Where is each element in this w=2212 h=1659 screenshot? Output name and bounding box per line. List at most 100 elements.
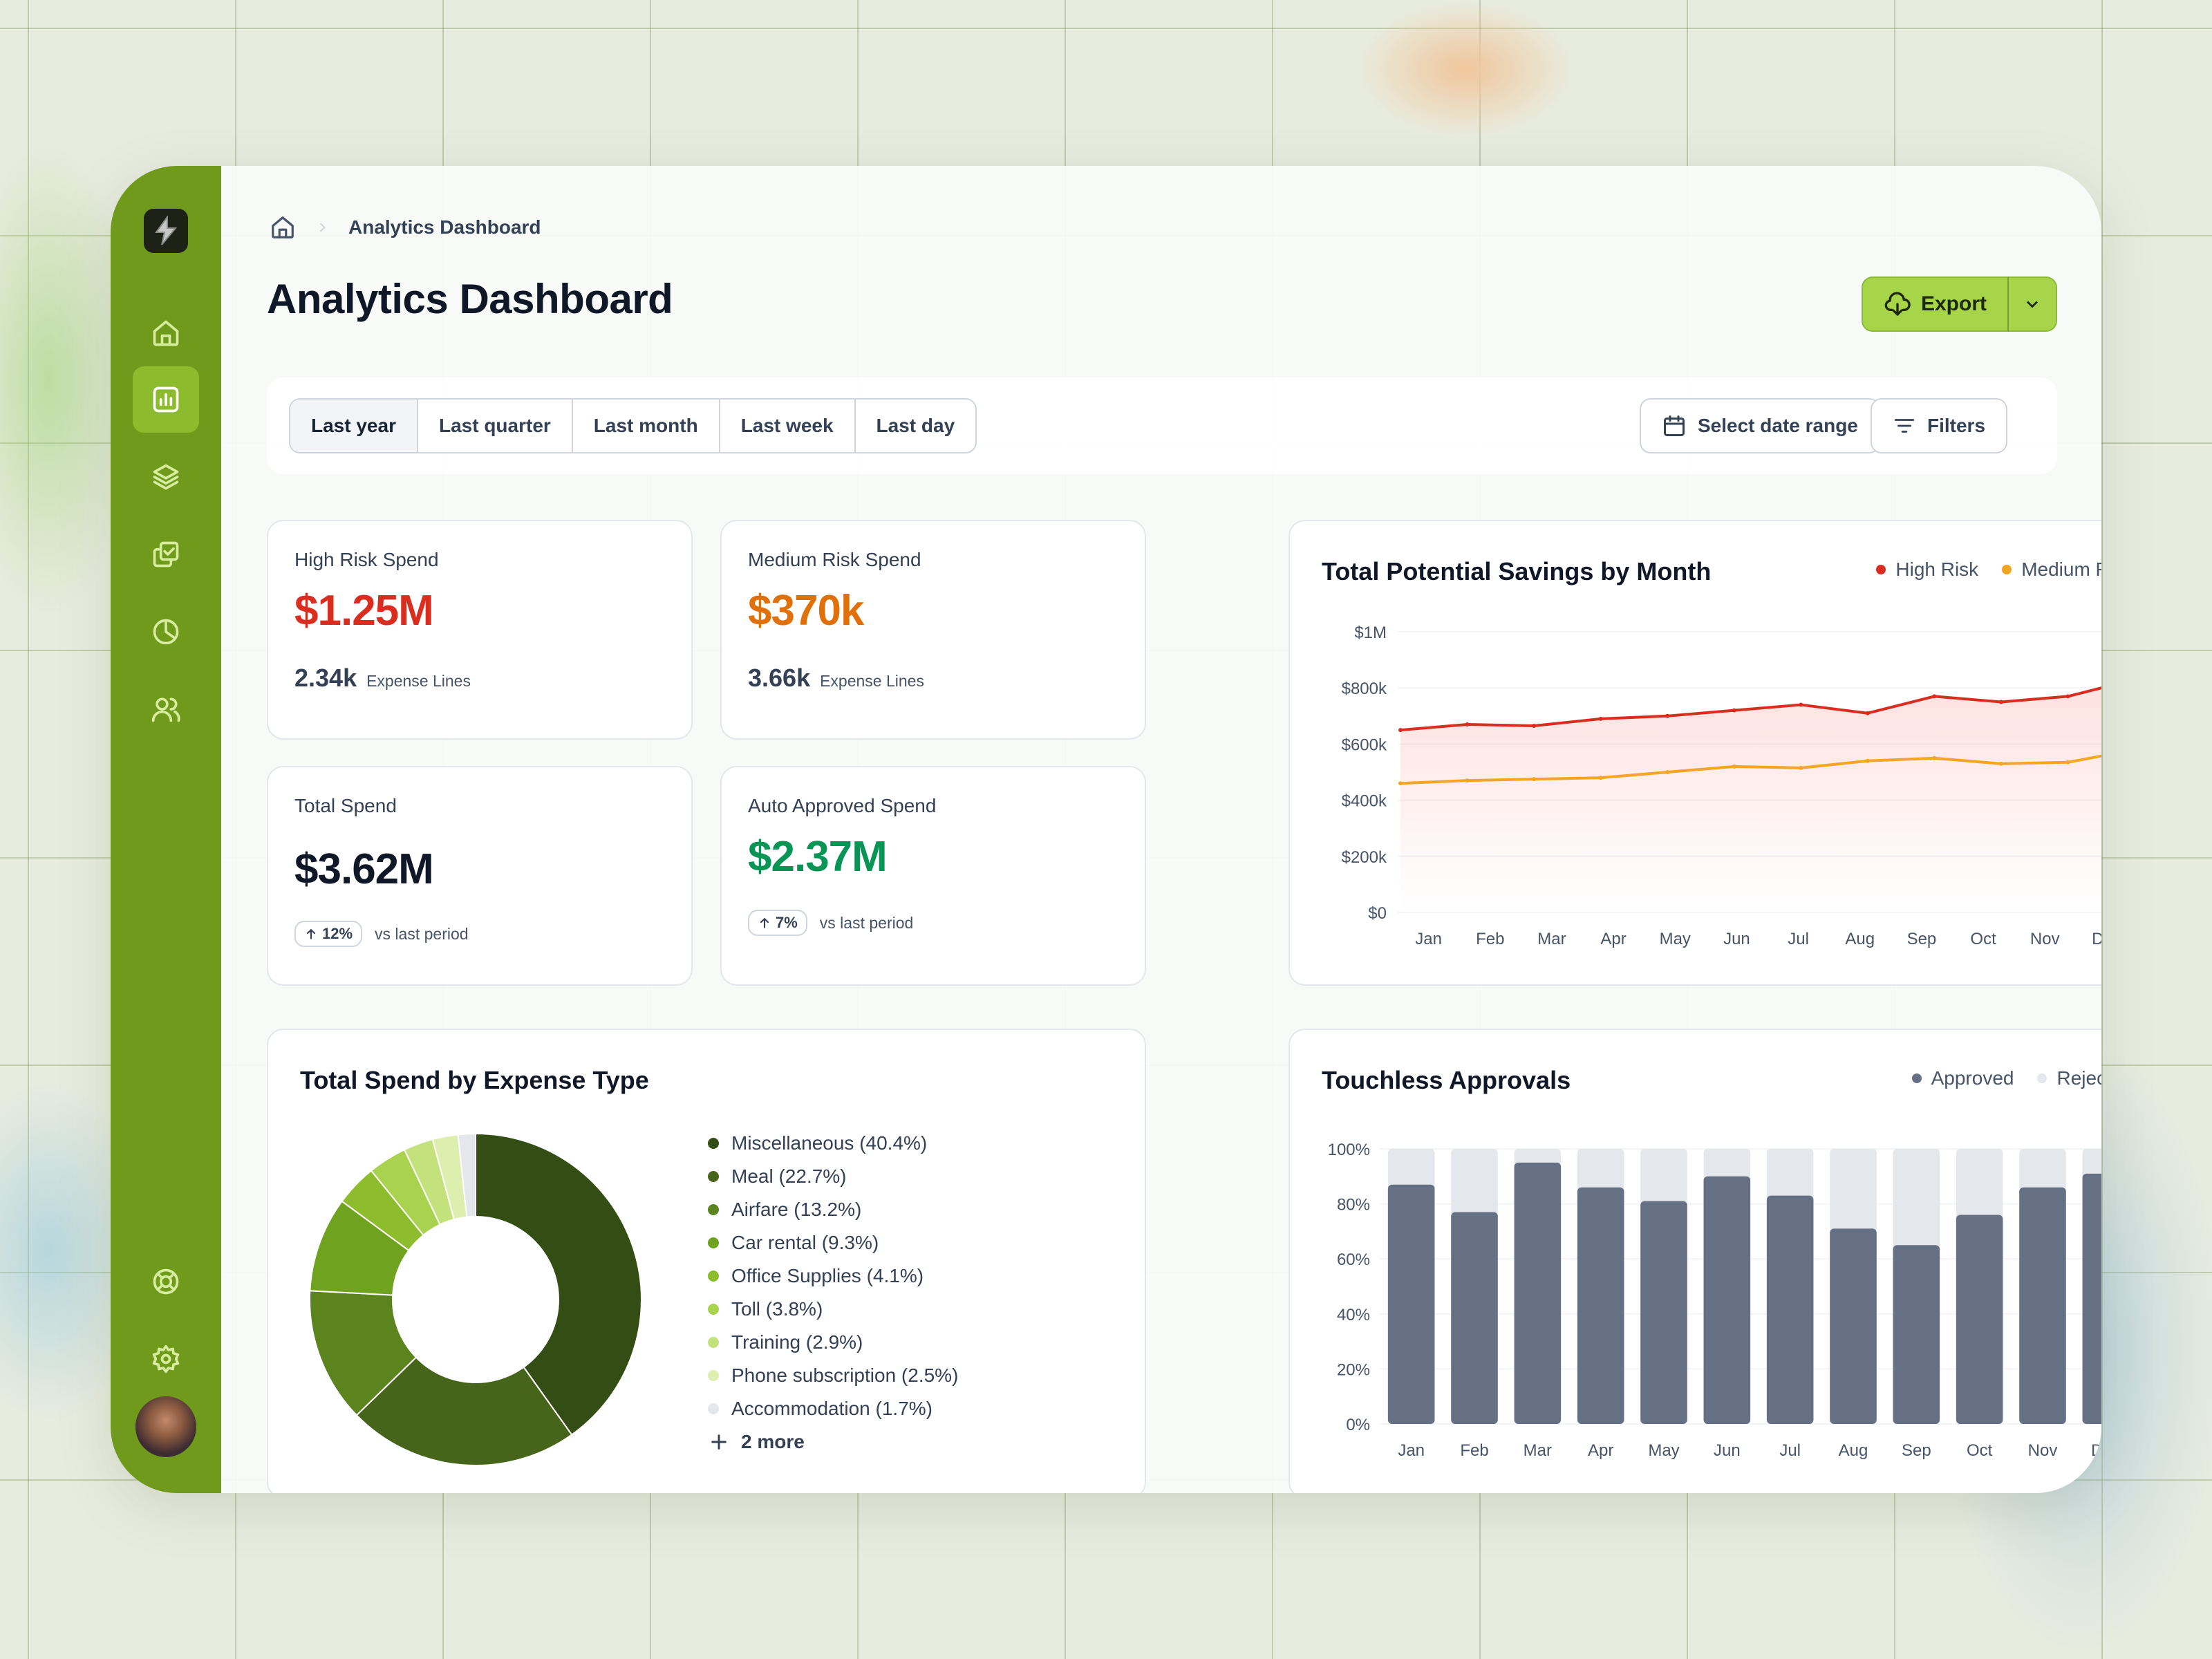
legend-item-rejected[interactable]: Rejected xyxy=(2037,1067,2101,1089)
medium-risk-point[interactable] xyxy=(2065,760,2070,765)
donut-legend-item[interactable]: Meal (22.7%) xyxy=(708,1160,958,1193)
high-risk-point[interactable] xyxy=(1665,713,1670,718)
logo[interactable] xyxy=(144,209,188,253)
touchless-bar-chart: 0% 20% 40% 60% 80% 100% Jan Feb Mar Apr May Jun Jul A… xyxy=(1328,1141,2101,1460)
high-risk-point[interactable] xyxy=(2065,694,2070,699)
donut-legend-item[interactable]: Phone subscription (2.5%) xyxy=(708,1359,958,1392)
kpi-label: Auto Approved Spend xyxy=(748,795,937,816)
filters-button[interactable]: Filters xyxy=(1871,398,2008,453)
medium-risk-point[interactable] xyxy=(1799,765,1803,770)
high-risk-point[interactable] xyxy=(1532,724,1537,729)
sidebar-item-home[interactable] xyxy=(133,300,199,366)
range-last-quarter[interactable]: Last quarter xyxy=(418,400,573,452)
donut-legend-item[interactable]: Airfare (13.2%) xyxy=(708,1193,958,1226)
legend-item-approved[interactable]: Approved xyxy=(1911,1067,2014,1089)
sidebar-item-reports[interactable] xyxy=(133,599,199,665)
kpi-card-auto-approved[interactable]: Auto Approved Spend $2.37M 7% vs last pe… xyxy=(720,766,1146,986)
sidebar-item-layers[interactable] xyxy=(133,444,199,510)
medium-risk-point[interactable] xyxy=(1865,758,1870,763)
x-tick-label: Mar xyxy=(1524,1441,1552,1460)
kpi-card-high-risk[interactable]: High Risk Spend $1.25M 2.34k Expense Lin… xyxy=(267,520,693,740)
x-tick-label: Dec xyxy=(2091,1441,2101,1460)
donut-legend: Miscellaneous (40.4%) Meal (22.7%) Airfare… xyxy=(708,1127,958,1459)
legend-dot xyxy=(708,1171,719,1182)
high-risk-point[interactable] xyxy=(1998,700,2003,704)
medium-risk-point[interactable] xyxy=(1598,776,1603,780)
high-risk-point[interactable] xyxy=(1398,728,1403,733)
sidebar-item-users[interactable] xyxy=(133,676,199,742)
medium-risk-point[interactable] xyxy=(1732,764,1736,769)
x-tick-label: Feb xyxy=(1476,930,1504,948)
high-risk-point[interactable] xyxy=(1732,708,1736,713)
donut-slice[interactable] xyxy=(475,1132,642,1436)
x-tick-label: Jun xyxy=(1714,1441,1741,1460)
kpi-card-medium-risk[interactable]: Medium Risk Spend $370k 3.66k Expense Li… xyxy=(720,520,1146,740)
medium-risk-point[interactable] xyxy=(1665,770,1670,774)
filters-label: Filters xyxy=(1927,415,1986,436)
legend-item-high-risk[interactable]: High Risk xyxy=(1876,559,1978,581)
filter-bar: Last year Last quarter Last month Last w… xyxy=(267,377,2057,474)
donut-legend-item[interactable]: Car rental (9.3%) xyxy=(708,1226,958,1259)
export-dropdown-button[interactable] xyxy=(2007,276,2057,332)
settings-icon xyxy=(152,1344,180,1374)
legend-item-medium-risk[interactable]: Medium Risk xyxy=(2002,559,2101,581)
high-risk-point[interactable] xyxy=(1865,711,1870,715)
avatar[interactable] xyxy=(133,1394,199,1460)
y-tick-label: 40% xyxy=(1337,1306,1370,1324)
high-risk-point[interactable] xyxy=(1799,702,1803,707)
range-last-day[interactable]: Last day xyxy=(876,415,955,436)
approved-bar[interactable] xyxy=(1640,1201,1687,1424)
legend-dot xyxy=(1911,1074,1922,1083)
sidebar-item-analytics[interactable] xyxy=(133,366,199,433)
delta-badge: 12% xyxy=(294,921,363,947)
medium-risk-point[interactable] xyxy=(1532,777,1537,782)
home-icon[interactable] xyxy=(270,214,296,241)
donut-legend-item[interactable]: Training (2.9%) xyxy=(708,1326,958,1359)
savings-chart-card: Total Potential Savings by Month High Ri… xyxy=(1288,520,2101,986)
legend-label: Training (2.9%) xyxy=(731,1331,863,1353)
chart-legend: Approved Rejected xyxy=(1911,1067,2101,1089)
approved-bar[interactable] xyxy=(1514,1162,1562,1424)
medium-risk-point[interactable] xyxy=(1465,778,1470,783)
kpi-card-total-spend[interactable]: Total Spend $3.62M 12% vs last period xyxy=(267,766,693,986)
x-tick-label: Jan xyxy=(1398,1441,1425,1460)
donut-slice[interactable] xyxy=(355,1356,573,1466)
approved-bar[interactable] xyxy=(1893,1245,1940,1424)
high-risk-point[interactable] xyxy=(1598,716,1603,721)
chart-title: Total Spend by Expense Type xyxy=(300,1066,649,1094)
legend-label: Toll (3.8%) xyxy=(731,1298,823,1320)
range-last-year[interactable]: Last year xyxy=(290,400,418,452)
approved-bar[interactable] xyxy=(1387,1184,1435,1424)
high-risk-point[interactable] xyxy=(1465,722,1470,727)
show-more-button[interactable]: 2 more xyxy=(708,1425,958,1459)
legend-label: Rejected xyxy=(2056,1067,2101,1089)
medium-risk-point[interactable] xyxy=(1932,756,1937,760)
approved-bar[interactable] xyxy=(1956,1215,2003,1424)
sidebar-item-support[interactable] xyxy=(133,1248,199,1315)
approved-bar[interactable] xyxy=(1703,1176,1751,1424)
donut-slice[interactable] xyxy=(309,1290,418,1416)
donut-slice[interactable] xyxy=(457,1132,476,1218)
approved-bar[interactable] xyxy=(1451,1212,1498,1424)
donut-legend-item[interactable]: Accommodation (1.7%) xyxy=(708,1392,958,1425)
kpi-value: $370k xyxy=(748,587,864,635)
kpi-label: Total Spend xyxy=(294,795,397,816)
medium-risk-point[interactable] xyxy=(1998,761,2003,766)
high-risk-point[interactable] xyxy=(1932,694,1937,699)
range-last-month[interactable]: Last month xyxy=(573,400,720,452)
donut-legend-item[interactable]: Miscellaneous (40.4%) xyxy=(708,1127,958,1160)
approved-bar[interactable] xyxy=(1830,1228,1877,1424)
range-last-week[interactable]: Last week xyxy=(720,400,856,452)
donut-legend-item[interactable]: Office Supplies (4.1%) xyxy=(708,1259,958,1293)
approved-bar[interactable] xyxy=(2019,1187,2066,1424)
approved-bar[interactable] xyxy=(2082,1173,2101,1424)
approved-bar[interactable] xyxy=(1766,1195,1814,1424)
sidebar-item-tasks[interactable] xyxy=(133,521,199,588)
select-date-range-button[interactable]: Select date range xyxy=(1640,398,1880,453)
approved-bar[interactable] xyxy=(1577,1187,1624,1424)
export-button[interactable]: Export xyxy=(1861,276,2007,332)
breadcrumb-current[interactable]: Analytics Dashboard xyxy=(348,216,541,238)
sidebar-item-settings[interactable] xyxy=(133,1326,199,1392)
donut-legend-item[interactable]: Toll (3.8%) xyxy=(708,1293,958,1326)
medium-risk-point[interactable] xyxy=(1398,781,1403,786)
